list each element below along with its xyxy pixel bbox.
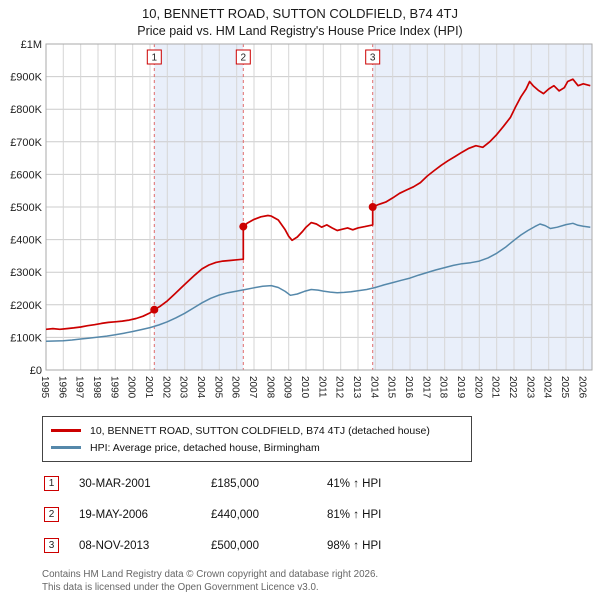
sale-price: £185,000: [211, 477, 259, 490]
sale-hpi-diff: 41% ↑ HPI: [327, 477, 382, 490]
legend-label-property: 10, BENNETT ROAD, SUTTON COLDFIELD, B74 …: [90, 424, 430, 437]
svg-text:2017: 2017: [420, 376, 431, 399]
svg-text:2024: 2024: [542, 376, 553, 399]
page-subtitle: Price paid vs. HM Land Registry's House …: [137, 24, 463, 38]
svg-text:2022: 2022: [507, 376, 518, 399]
price-chart: £0 £100K £200K £300K £400K £500K £600K £700K £80…: [10, 39, 593, 399]
svg-text:£100K: £100K: [10, 332, 42, 344]
svg-text:2016: 2016: [403, 376, 414, 399]
svg-text:2019: 2019: [455, 376, 466, 399]
sale-date: 08-NOV-2013: [79, 539, 150, 552]
sale-price: £440,000: [211, 508, 259, 521]
sale-price: £500,000: [211, 539, 259, 552]
svg-text:£600K: £600K: [10, 169, 42, 181]
svg-text:1998: 1998: [91, 376, 102, 399]
footer-line-1: Contains HM Land Registry data © Crown c…: [42, 569, 379, 580]
svg-text:1996: 1996: [56, 376, 67, 399]
sale-marker-1: 1: [44, 476, 59, 491]
svg-text:2000: 2000: [126, 376, 137, 399]
svg-text:2020: 2020: [472, 376, 483, 399]
legend-swatch-red-line: [51, 429, 81, 432]
svg-text:£300K: £300K: [10, 267, 42, 279]
sale-date: 19-MAY-2006: [79, 508, 149, 521]
svg-text:2005: 2005: [212, 376, 223, 399]
svg-text:1995: 1995: [39, 376, 50, 399]
svg-text:2003: 2003: [178, 376, 189, 399]
svg-text:2015: 2015: [386, 376, 397, 399]
table-row: 3 08-NOV-2013 £500,000 98% ↑ HPI: [44, 538, 600, 553]
svg-text:2010: 2010: [299, 376, 310, 399]
legend-item-property: 10, BENNETT ROAD, SUTTON COLDFIELD, B74 …: [51, 422, 463, 439]
sales-table: 1 30-MAR-2001 £185,000 41% ↑ HPI 2 19-MA…: [44, 476, 600, 553]
svg-text:2026: 2026: [576, 376, 587, 399]
sale-marker-2: 2: [44, 507, 59, 522]
svg-text:£0: £0: [30, 365, 42, 377]
svg-text:2018: 2018: [438, 376, 449, 399]
svg-text:2013: 2013: [351, 376, 362, 399]
svg-text:£400K: £400K: [10, 235, 42, 247]
svg-text:2008: 2008: [264, 376, 275, 399]
table-row: 1 30-MAR-2001 £185,000 41% ↑ HPI: [44, 476, 600, 491]
svg-text:1997: 1997: [74, 376, 85, 399]
svg-text:2025: 2025: [559, 376, 570, 399]
svg-text:2012: 2012: [334, 376, 345, 399]
sale-hpi-diff: 98% ↑ HPI: [327, 539, 382, 552]
page-title: 10, BENNETT ROAD, SUTTON COLDFIELD, B74 …: [142, 6, 458, 21]
legend-label-hpi: HPI: Average price, detached house, Birm…: [90, 441, 320, 454]
legend-swatch-blue-line: [51, 446, 81, 449]
svg-text:£1M: £1M: [21, 39, 42, 51]
svg-text:£800K: £800K: [10, 104, 42, 116]
svg-text:2004: 2004: [195, 376, 206, 399]
svg-text:2021: 2021: [490, 376, 501, 399]
svg-text:£700K: £700K: [10, 137, 42, 149]
sale-marker-3: 3: [44, 538, 59, 553]
sale-hpi-diff: 81% ↑ HPI: [327, 508, 382, 521]
svg-text:2001: 2001: [143, 376, 154, 399]
svg-text:2002: 2002: [160, 376, 171, 399]
svg-text:£200K: £200K: [10, 300, 42, 312]
svg-text:1999: 1999: [108, 376, 119, 399]
sale-date: 30-MAR-2001: [79, 477, 151, 490]
svg-text:2011: 2011: [316, 376, 327, 398]
svg-text:3: 3: [370, 53, 376, 64]
svg-text:2009: 2009: [282, 376, 293, 399]
footer-line-2: This data is licensed under the Open Gov…: [42, 581, 319, 593]
svg-text:2: 2: [241, 53, 247, 64]
svg-text:2023: 2023: [524, 376, 535, 399]
legend-item-hpi: HPI: Average price, detached house, Birm…: [51, 439, 463, 456]
svg-text:2007: 2007: [247, 376, 258, 399]
license-footer: Contains HM Land Registry data © Crown c…: [42, 569, 600, 594]
svg-text:2014: 2014: [368, 376, 379, 399]
svg-text:1: 1: [152, 53, 158, 64]
svg-text:£500K: £500K: [10, 202, 42, 214]
chart-legend: 10, BENNETT ROAD, SUTTON COLDFIELD, B74 …: [42, 416, 472, 462]
svg-text:2006: 2006: [230, 376, 241, 399]
svg-text:£900K: £900K: [10, 72, 42, 84]
table-row: 2 19-MAY-2006 £440,000 81% ↑ HPI: [44, 507, 600, 522]
